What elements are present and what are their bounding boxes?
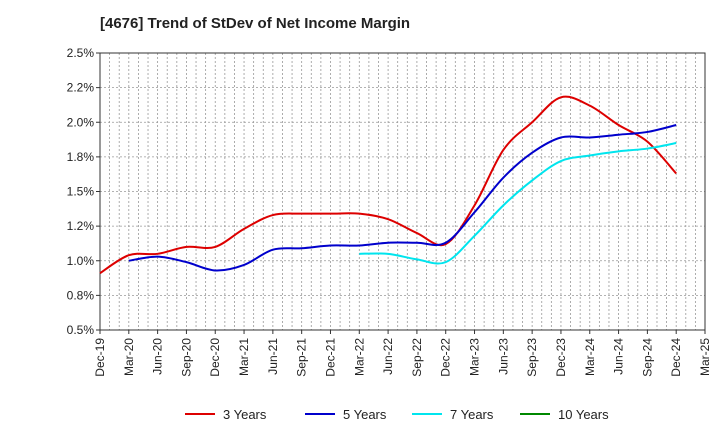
- y-tick-label: 1.2%: [67, 219, 95, 233]
- x-tick-label: Dec-20: [208, 338, 222, 377]
- y-tick-label: 1.5%: [67, 185, 95, 199]
- x-tick-label: Jun-24: [612, 338, 626, 375]
- x-tick-label: Sep-23: [525, 338, 539, 377]
- x-tick-label: Sep-24: [640, 338, 654, 377]
- y-tick-label: 0.8%: [67, 288, 95, 302]
- x-tick-label: Sep-20: [179, 338, 193, 377]
- legend-label-10-years: 10 Years: [558, 407, 609, 422]
- legend-label-3-years: 3 Years: [223, 407, 267, 422]
- x-tick-label: Mar-22: [352, 338, 366, 376]
- y-tick-label: 1.0%: [67, 254, 95, 268]
- x-tick-label: Mar-23: [468, 338, 482, 376]
- plot-frame: [99, 52, 706, 331]
- x-tick-label: Mar-20: [122, 338, 136, 376]
- y-axis-ticks: 0.5% 0.8% 1.0% 1.2% 1.5% 1.8% 2.0% 2.2% 2.5%: [67, 46, 100, 337]
- x-tick-label: Dec-22: [439, 338, 453, 377]
- x-tick-label: Mar-25: [698, 338, 712, 376]
- x-tick-label: Dec-21: [323, 338, 337, 377]
- x-tick-label: Sep-21: [295, 338, 309, 377]
- y-tick-label: 2.0%: [67, 115, 95, 129]
- y-tick-label: 2.2%: [67, 81, 95, 95]
- grid-lines: [99, 52, 706, 331]
- y-tick-label: 0.5%: [67, 323, 95, 337]
- y-tick-label: 1.8%: [67, 150, 95, 164]
- x-tick-label: Jun-22: [381, 338, 395, 375]
- x-tick-label: Jun-20: [151, 338, 165, 375]
- x-tick-label: Dec-24: [669, 338, 683, 377]
- legend-label-7-years: 7 Years: [450, 407, 494, 422]
- y-tick-label: 2.5%: [67, 46, 95, 60]
- x-tick-label: Jun-23: [496, 338, 510, 375]
- series-line-3-years: [99, 95, 677, 275]
- series-lines: [99, 95, 677, 275]
- series-line-5-years: [128, 124, 677, 272]
- x-tick-label: Dec-19: [93, 338, 107, 377]
- x-tick-label: Jun-21: [266, 338, 280, 375]
- series-line-7-years: [359, 142, 677, 265]
- x-tick-label: Mar-21: [237, 338, 251, 376]
- x-tick-label: Dec-23: [554, 338, 568, 377]
- chart-title: [4676] Trend of StDev of Net Income Marg…: [100, 15, 410, 32]
- x-tick-label: Mar-24: [583, 338, 597, 376]
- x-axis-ticks: Dec-19 Mar-20 Jun-20 Sep-20 Dec-20 Mar-21 Jun-…: [93, 330, 712, 377]
- x-tick-label: Sep-22: [410, 338, 424, 377]
- legend-label-5-years: 5 Years: [343, 407, 387, 422]
- legend: 3 Years 5 Years 7 Years 10 Years: [185, 407, 609, 422]
